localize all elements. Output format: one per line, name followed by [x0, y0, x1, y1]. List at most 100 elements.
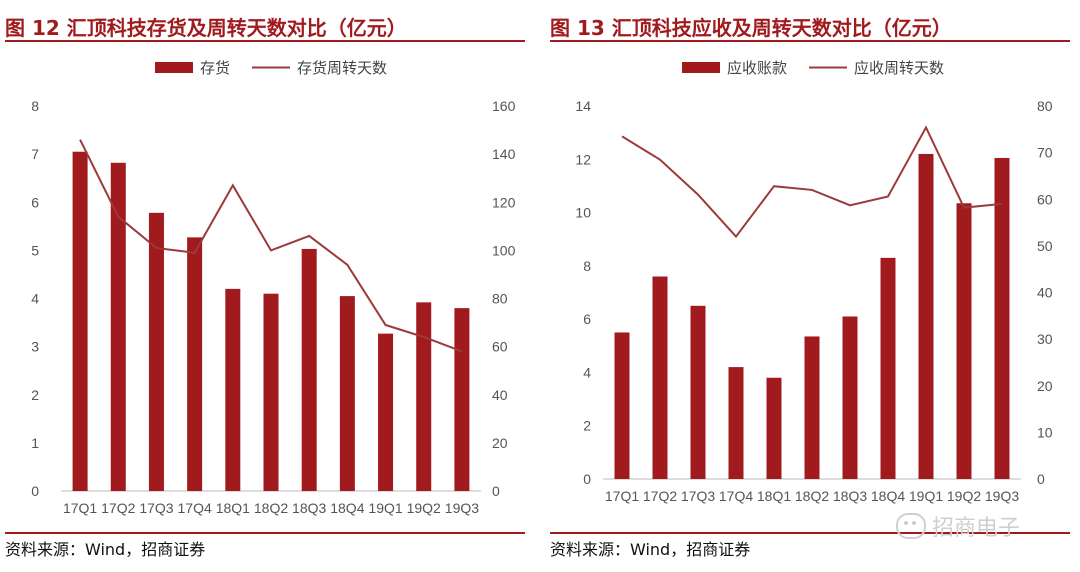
- y-tick-left: 7: [31, 146, 39, 162]
- y-tick-right: 0: [1037, 471, 1045, 487]
- y-tick-right: 70: [1037, 145, 1053, 161]
- x-tick-label: 18Q1: [216, 500, 250, 516]
- x-tick-label: 18Q2: [254, 500, 288, 516]
- bar: [652, 276, 668, 479]
- legend-label-bar: 存货: [200, 59, 230, 77]
- x-tick-label: 19Q2: [407, 500, 441, 516]
- bar: [956, 203, 972, 479]
- y-tick-left: 0: [31, 483, 39, 499]
- y-tick-right: 10: [1037, 424, 1053, 440]
- chart-panel-receivables: 图 13 汇顶科技应收及周转天数对比（亿元） 应收账款 应收周转天数 0 2 4 6 8 10…: [550, 0, 1070, 572]
- x-tick-label: 17Q1: [605, 488, 639, 504]
- bar: [416, 302, 432, 491]
- x-tick-label: 19Q3: [985, 488, 1019, 504]
- bar: [110, 162, 126, 491]
- y-tick-right: 100: [492, 242, 516, 258]
- x-tick-label: 18Q4: [330, 500, 364, 516]
- bar: [614, 332, 630, 479]
- title-rule: [550, 40, 1070, 42]
- x-tick-label: 19Q1: [368, 500, 402, 516]
- y-tick-right: 50: [1037, 238, 1053, 254]
- source-note: 资料来源：Wind，招商证券: [5, 540, 206, 559]
- bar: [766, 377, 782, 479]
- x-tick-label: 19Q1: [909, 488, 943, 504]
- y-tick-left: 4: [31, 291, 39, 307]
- bar: [263, 293, 279, 491]
- chart-title: 图 12 汇顶科技存货及周转天数对比（亿元）: [5, 16, 407, 40]
- y-tick-left: 2: [583, 418, 591, 434]
- x-tick-label: 17Q2: [643, 488, 677, 504]
- y-tick-left: 8: [31, 98, 39, 114]
- y-tick-left: 4: [583, 364, 591, 380]
- receivables-chart: 应收账款 应收周转天数 0 2 4 6 8 10 12 14 0 10 20 30 40 50 60 70 80 17…: [575, 59, 1053, 504]
- watermark: 招商电子: [896, 510, 1020, 542]
- bar: [339, 296, 355, 491]
- bar: [918, 153, 934, 479]
- x-tick-label: 18Q1: [757, 488, 791, 504]
- title-rule: [5, 40, 525, 42]
- x-tick-label: 18Q3: [292, 500, 326, 516]
- inventory-chart: 存货 存货周转天数01234567802040608010012014016017…: [31, 59, 516, 516]
- bar: [690, 305, 706, 479]
- legend-swatch-bar: [155, 62, 193, 73]
- bar: [187, 237, 203, 491]
- legend-swatch-bar: [682, 62, 720, 73]
- x-tick-label: 17Q3: [139, 500, 173, 516]
- y-tick-right: 40: [492, 387, 508, 403]
- x-tick-label: 18Q4: [871, 488, 905, 504]
- y-tick-left: 5: [31, 242, 39, 258]
- y-tick-right: 140: [492, 146, 516, 162]
- legend-label-line: 应收周转天数: [854, 59, 944, 77]
- y-tick-right: 20: [1037, 378, 1053, 394]
- y-tick-left: 2: [31, 387, 39, 403]
- y-tick-right: 160: [492, 98, 516, 114]
- chart-title: 图 13 汇顶科技应收及周转天数对比（亿元）: [550, 16, 952, 40]
- x-tick-label: 18Q2: [795, 488, 829, 504]
- y-tick-left: 8: [583, 258, 591, 274]
- y-tick-left: 6: [583, 311, 591, 327]
- y-tick-left: 0: [583, 471, 591, 487]
- x-tick-label: 19Q3: [445, 500, 479, 516]
- series-line: [621, 125, 1003, 239]
- x-tick-label: 17Q4: [719, 488, 753, 504]
- x-tick-label: 17Q2: [101, 500, 135, 516]
- bar: [994, 157, 1010, 479]
- source-note: 资料来源：Wind，招商证券: [550, 540, 751, 559]
- x-tick-label: 19Q2: [947, 488, 981, 504]
- watermark-text: 招商电子: [932, 516, 1021, 541]
- y-tick-right: 20: [492, 435, 508, 451]
- y-tick-left: 10: [575, 205, 591, 221]
- x-tick-label: 18Q3: [833, 488, 867, 504]
- bar: [148, 212, 164, 491]
- y-tick-right: 60: [1037, 191, 1053, 207]
- y-tick-right: 0: [492, 483, 500, 499]
- y-tick-right: 40: [1037, 285, 1053, 301]
- bar: [301, 248, 317, 491]
- y-tick-right: 60: [492, 339, 508, 355]
- chart-panel-inventory: 图 12 汇顶科技存货及周转天数对比（亿元） 存货 存货周转天数 0 1 2 3 4 5 6 7 8…: [5, 0, 525, 572]
- x-tick-label: 17Q3: [681, 488, 715, 504]
- y-tick-right: 30: [1037, 331, 1053, 347]
- y-tick-left: 1: [31, 435, 39, 451]
- source-rule: [550, 532, 1070, 534]
- bar: [880, 257, 896, 479]
- bar: [225, 288, 241, 491]
- y-tick-left: 6: [31, 194, 39, 210]
- x-tick-label: 17Q1: [63, 500, 97, 516]
- x-tick-label: 17Q4: [178, 500, 212, 516]
- y-tick-right: 120: [492, 194, 516, 210]
- legend-label-bar: 应收账款: [727, 59, 787, 77]
- bar: [454, 308, 470, 491]
- legend: 存货 存货周转天数: [155, 59, 387, 77]
- bar: [728, 367, 744, 479]
- bar: [804, 336, 820, 479]
- bar: [378, 333, 394, 491]
- y-tick-left: 12: [575, 151, 591, 167]
- bar: [72, 151, 88, 491]
- y-tick-right: 80: [1037, 98, 1053, 114]
- y-tick-left: 3: [31, 339, 39, 355]
- series-line: [79, 139, 463, 353]
- wechat-icon: [896, 513, 926, 539]
- bar: [842, 316, 858, 479]
- legend: 应收账款 应收周转天数: [682, 59, 944, 77]
